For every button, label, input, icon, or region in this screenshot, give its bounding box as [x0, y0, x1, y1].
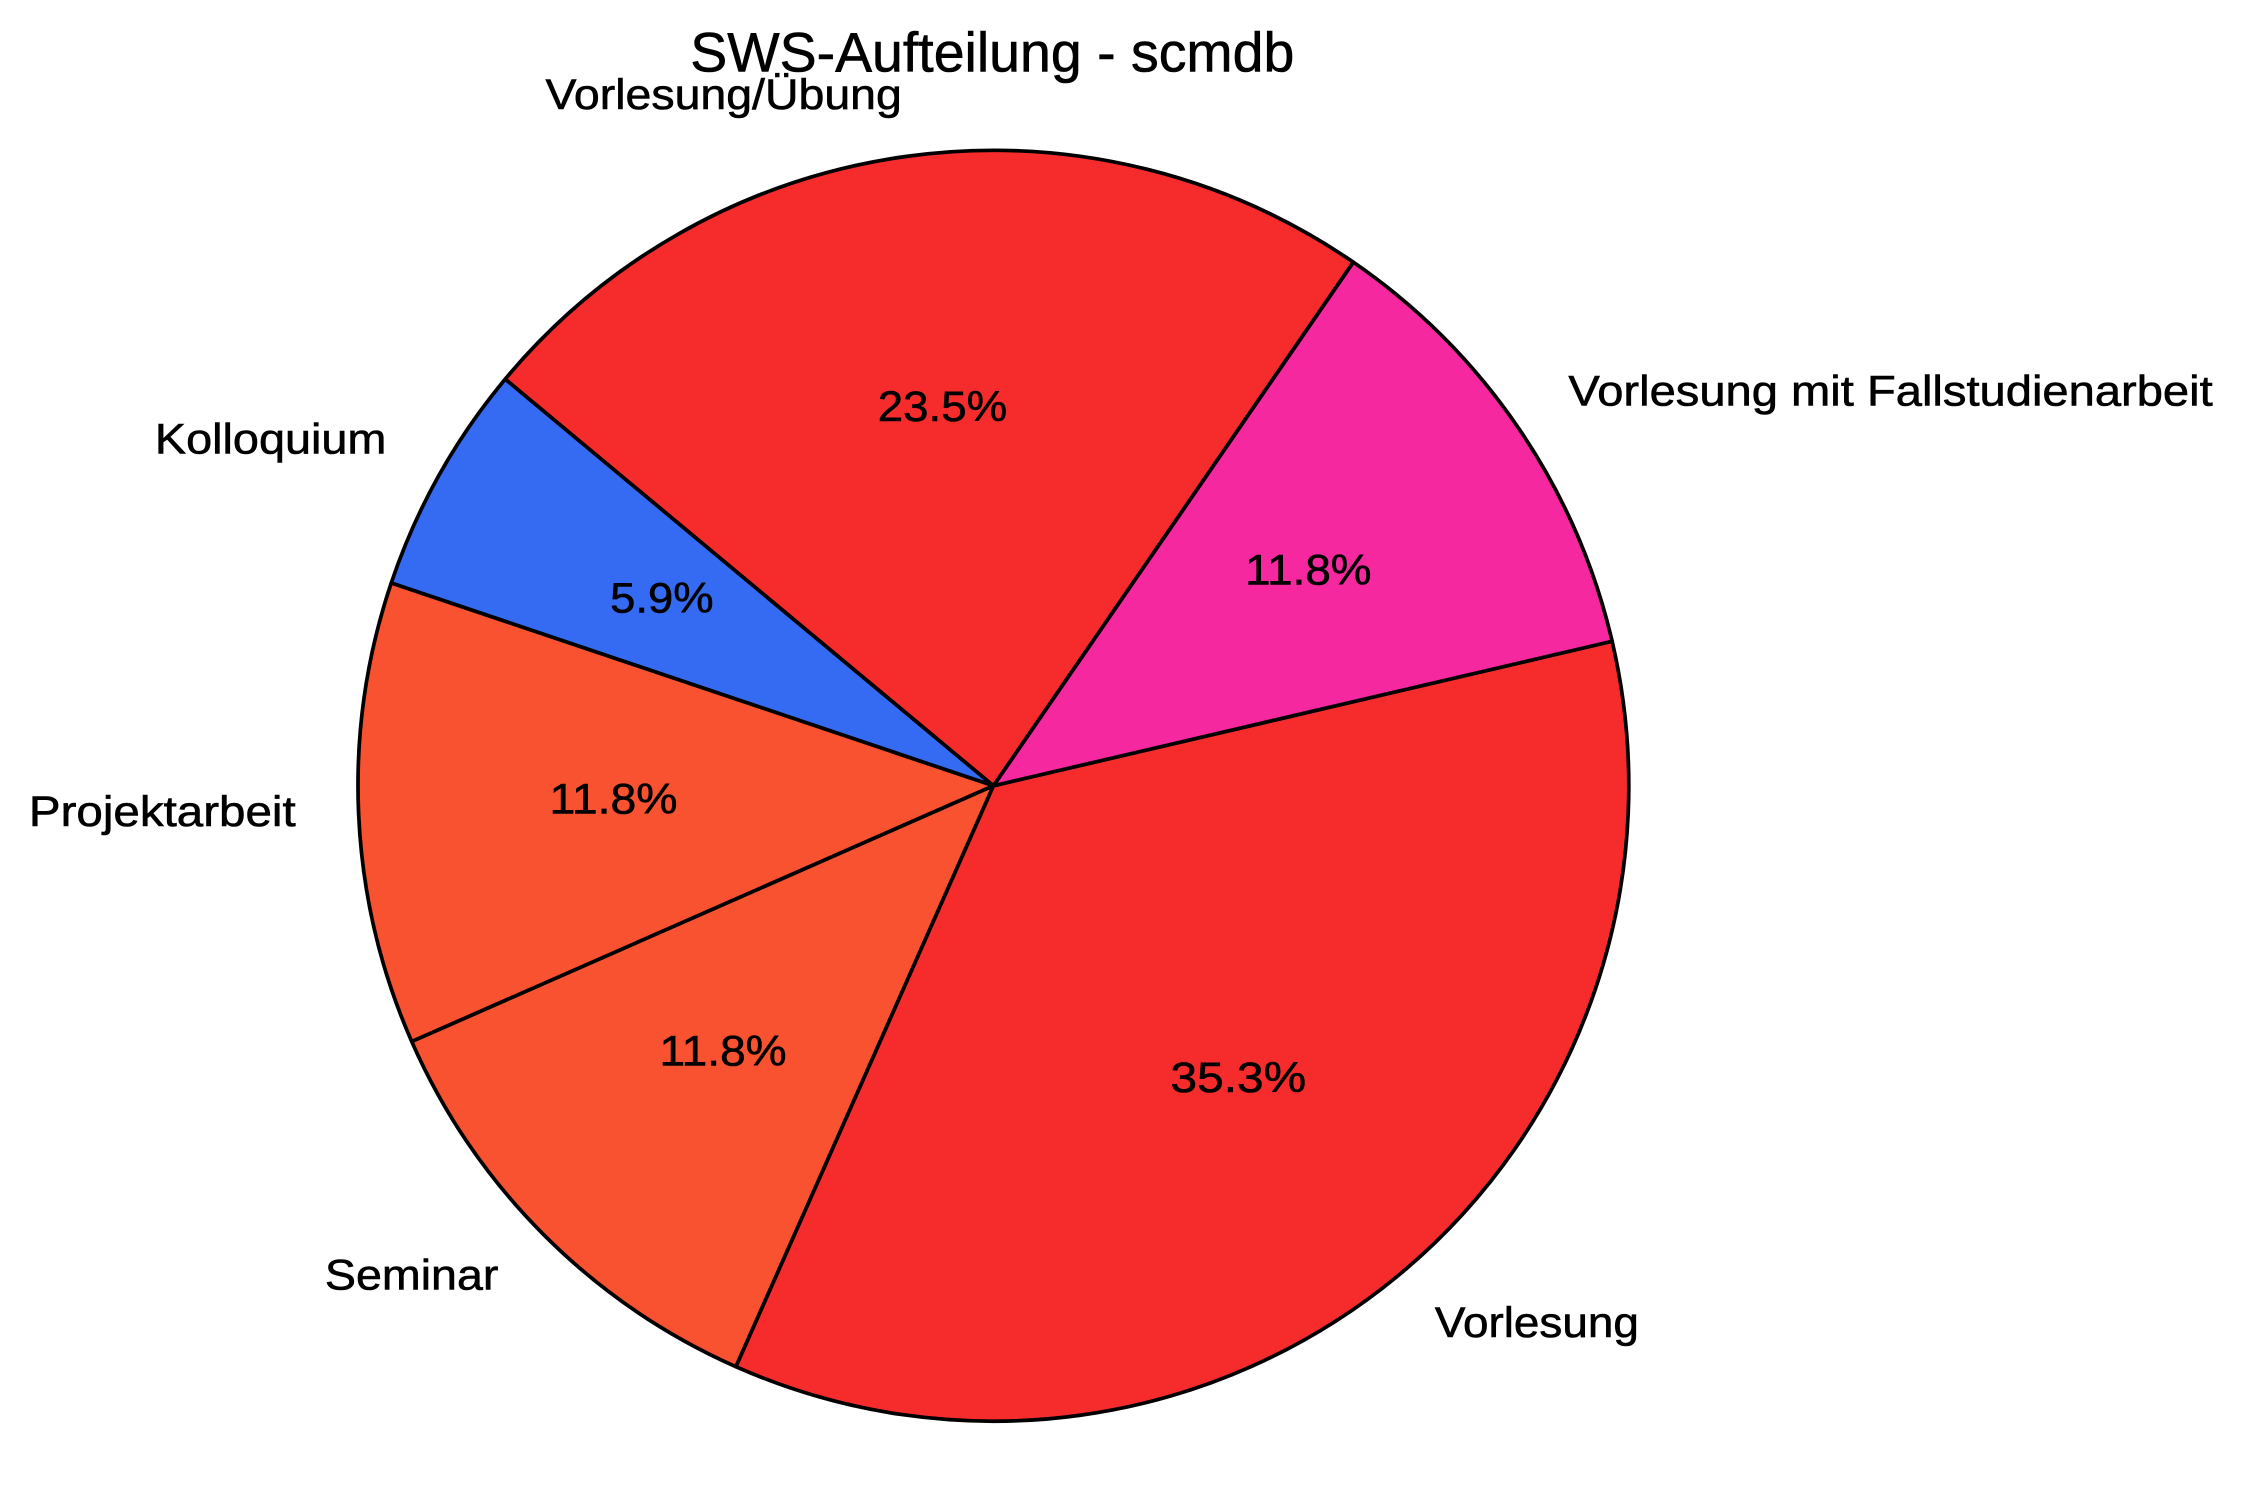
svg-text:Vorlesung/Übung: Vorlesung/Übung: [546, 72, 902, 119]
svg-text:23.5%: 23.5%: [878, 384, 1007, 431]
svg-text:Seminar: Seminar: [325, 1253, 499, 1300]
svg-text:11.8%: 11.8%: [660, 1028, 787, 1075]
svg-text:Vorlesung: Vorlesung: [1435, 1300, 1639, 1347]
svg-text:Vorlesung mit Fallstudienarbei: Vorlesung mit Fallstudienarbeit: [1568, 369, 2213, 416]
svg-text:11.8%: 11.8%: [550, 777, 678, 824]
svg-text:5.9%: 5.9%: [610, 576, 713, 623]
svg-text:Projektarbeit: Projektarbeit: [29, 789, 296, 836]
svg-text:11.8%: 11.8%: [1245, 548, 1371, 595]
svg-text:35.3%: 35.3%: [1171, 1055, 1307, 1102]
svg-text:Kolloquium: Kolloquium: [155, 417, 387, 464]
svg-text:SWS-Aufteilung - scmdb: SWS-Aufteilung - scmdb: [690, 20, 1294, 83]
